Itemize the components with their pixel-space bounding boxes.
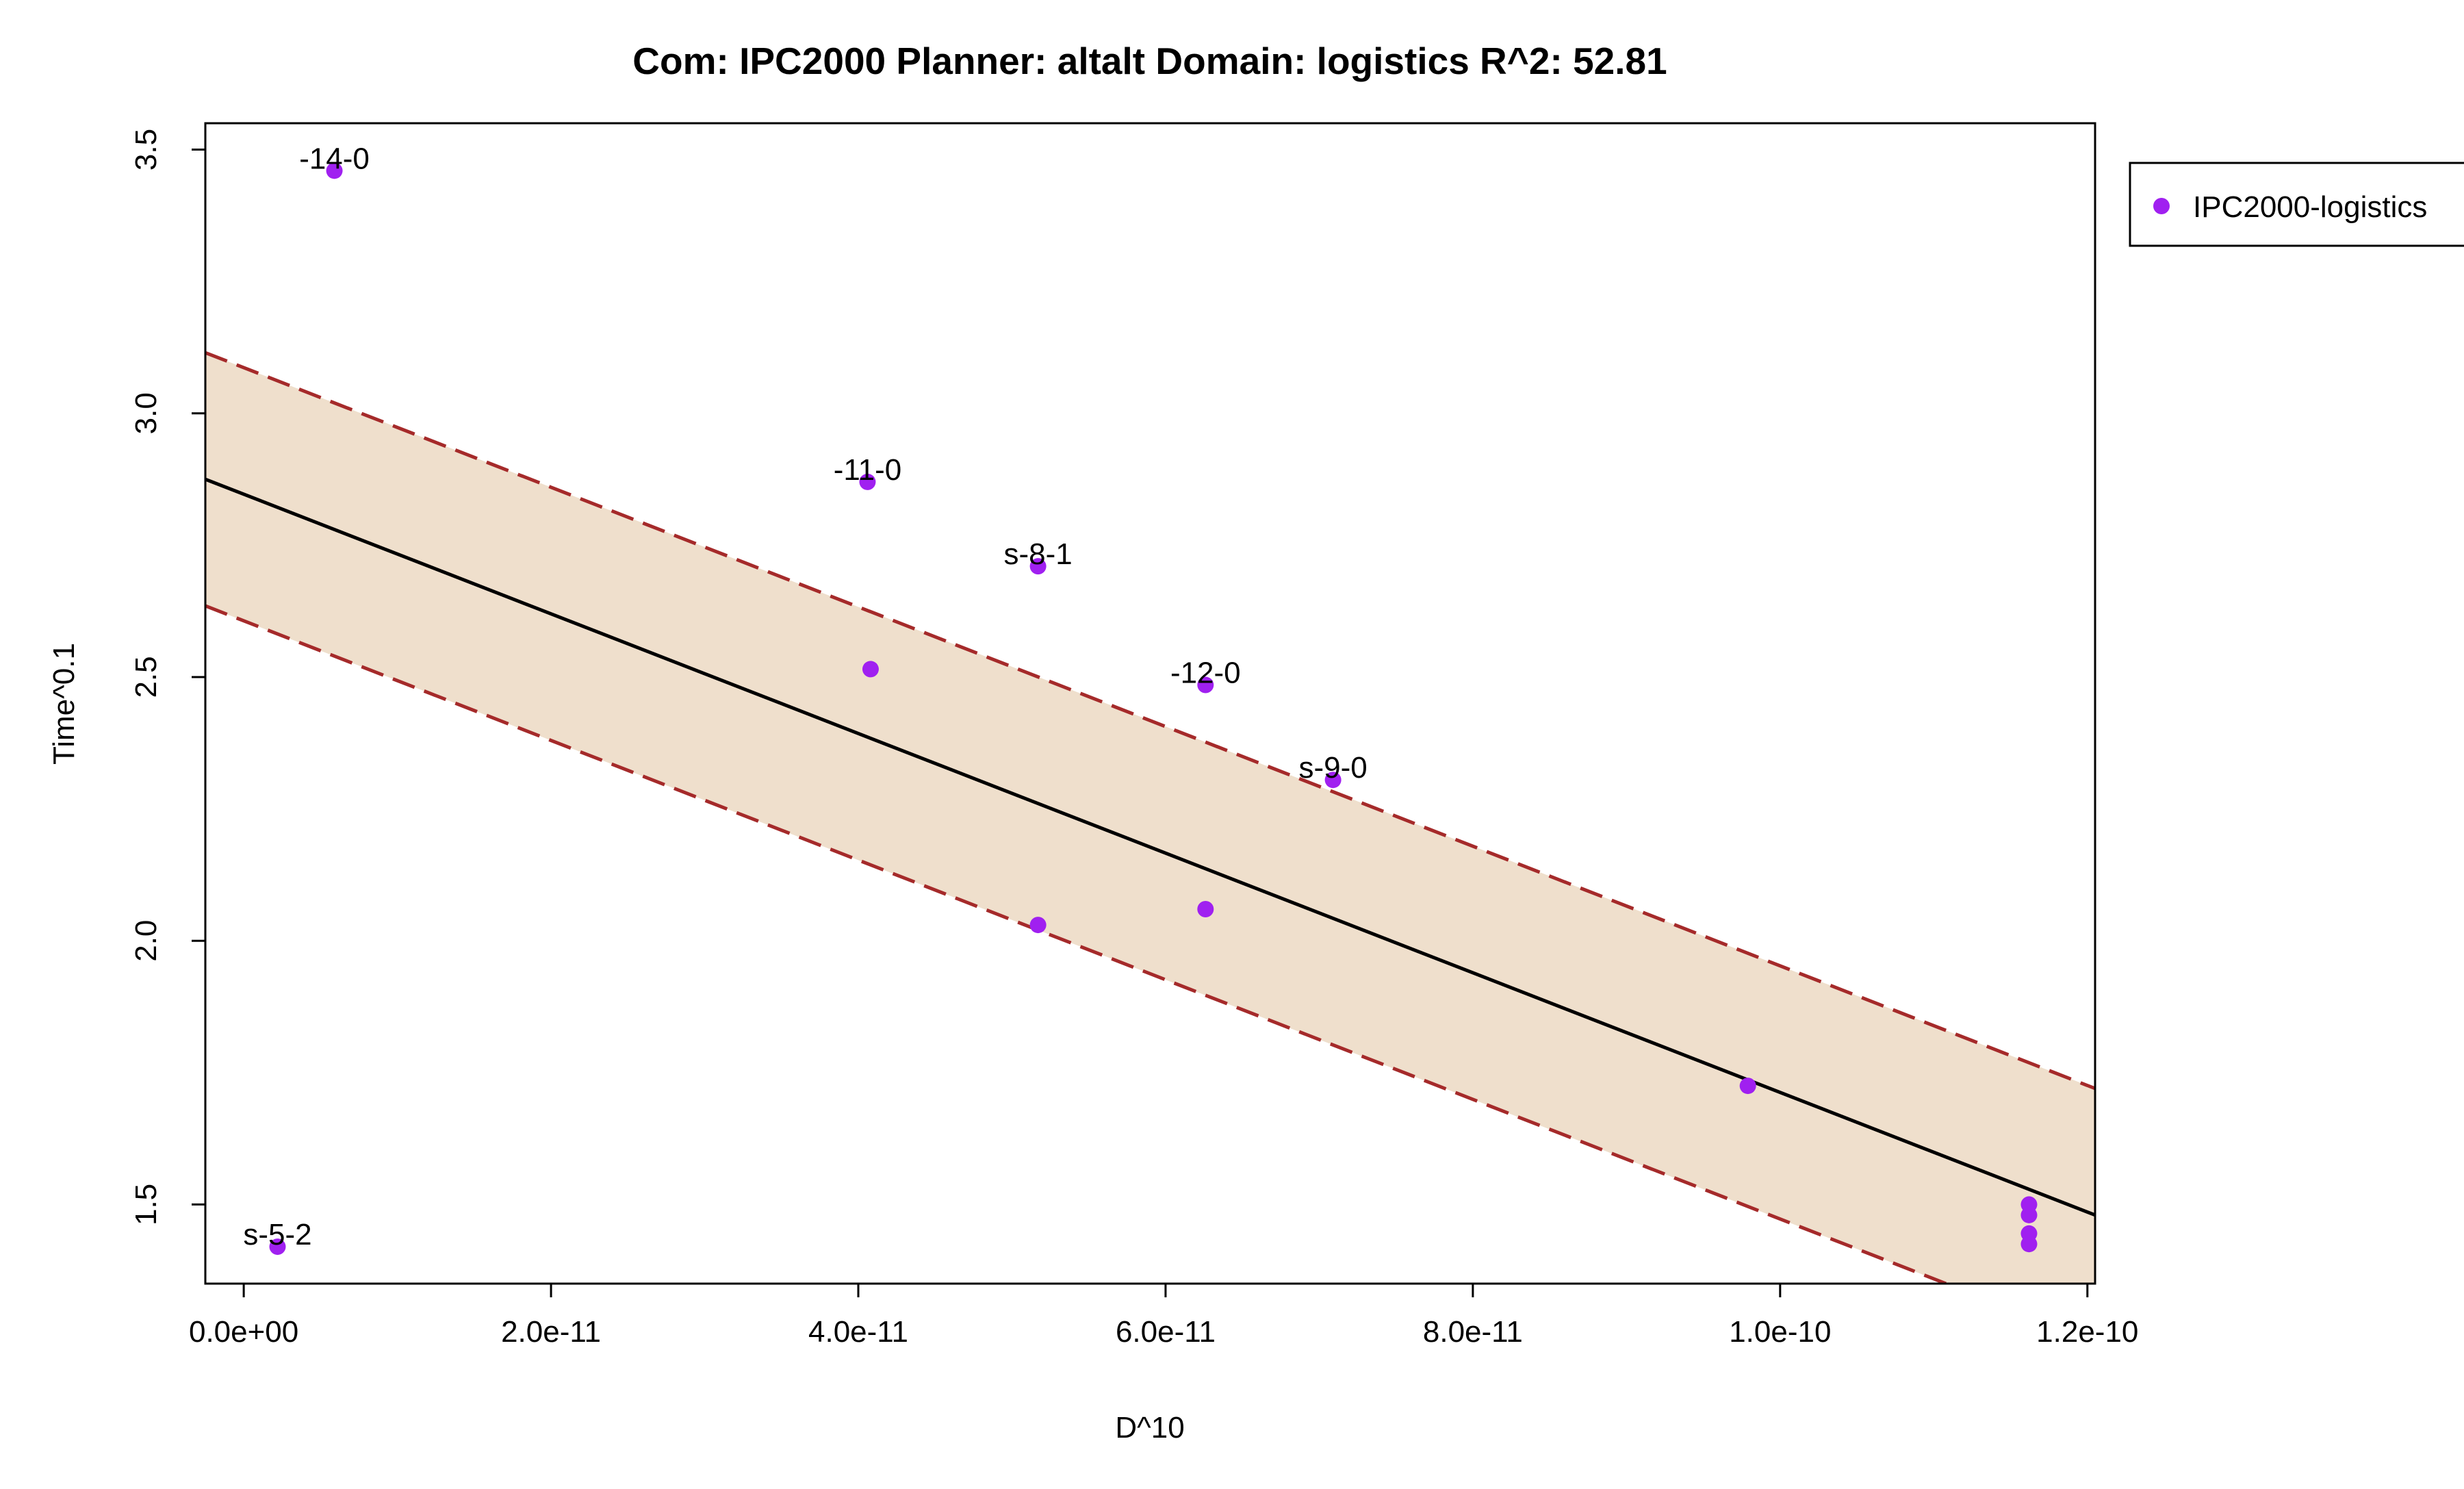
data-point (859, 473, 876, 490)
x-tick-label: 0.0e+00 (189, 1315, 298, 1349)
data-point (862, 661, 879, 678)
y-tick-label: 2.5 (129, 656, 163, 698)
data-point (1324, 772, 1342, 789)
point-label: s-9-0 (1298, 751, 1367, 785)
point-labels: s-5-2 -14-0 -11-0 s-8-1 -12-0 s-9-0 (243, 142, 1367, 1251)
y-tick-label: 2.0 (129, 920, 163, 962)
data-points (269, 162, 2038, 1256)
point-label: -14-0 (299, 142, 370, 175)
data-point (2020, 1206, 2038, 1223)
point-label: -12-0 (1170, 657, 1241, 690)
data-point (269, 1238, 286, 1256)
data-point (1029, 917, 1047, 934)
point-label: s-8-1 (1004, 537, 1073, 571)
y-axis: 1.5 2.0 2.5 3.0 3.5 (129, 129, 207, 1225)
data-point (326, 162, 343, 179)
band-upper-line (205, 351, 2095, 1091)
y-tick-label: 3.0 (129, 392, 163, 434)
x-axis: 0.0e+00 2.0e-11 4.0e-11 6.0e-11 8.0e-11 1.0e-… (189, 1282, 2138, 1349)
data-point (2020, 1236, 2038, 1253)
legend-label: IPC2000-logistics (2193, 190, 2427, 224)
data-point (1197, 900, 1214, 917)
x-tick-label: 1.0e-10 (1729, 1315, 1831, 1349)
fit-line (205, 477, 2095, 1217)
band-fill (205, 353, 2095, 1284)
point-label: s-5-2 (243, 1218, 311, 1251)
band-lower-line (205, 604, 1951, 1284)
legend-box (2129, 162, 2464, 247)
data-point (1197, 676, 1214, 693)
legend-marker (2153, 198, 2170, 214)
y-tick-label: 1.5 (129, 1184, 163, 1225)
regression-fit (205, 477, 2095, 1217)
chart-title: Com: IPC2000 Planner: altalt Domain: log… (632, 40, 1667, 82)
data-point (1739, 1078, 1756, 1095)
x-tick-label: 1.2e-10 (2036, 1315, 2138, 1349)
x-tick-label: 4.0e-11 (808, 1315, 908, 1349)
x-tick-label: 6.0e-11 (1116, 1315, 1216, 1349)
point-label: -11-0 (834, 453, 901, 487)
legend: IPC2000-logistics (2129, 162, 2464, 247)
prediction-band (205, 351, 2095, 1284)
y-axis-title: Time^0.1 (47, 643, 81, 765)
x-tick-label: 2.0e-11 (501, 1315, 601, 1349)
y-tick-label: 3.5 (129, 129, 163, 170)
data-point (1029, 558, 1047, 575)
x-tick-label: 8.0e-11 (1423, 1315, 1523, 1349)
x-axis-title: D^10 (1115, 1411, 1184, 1445)
